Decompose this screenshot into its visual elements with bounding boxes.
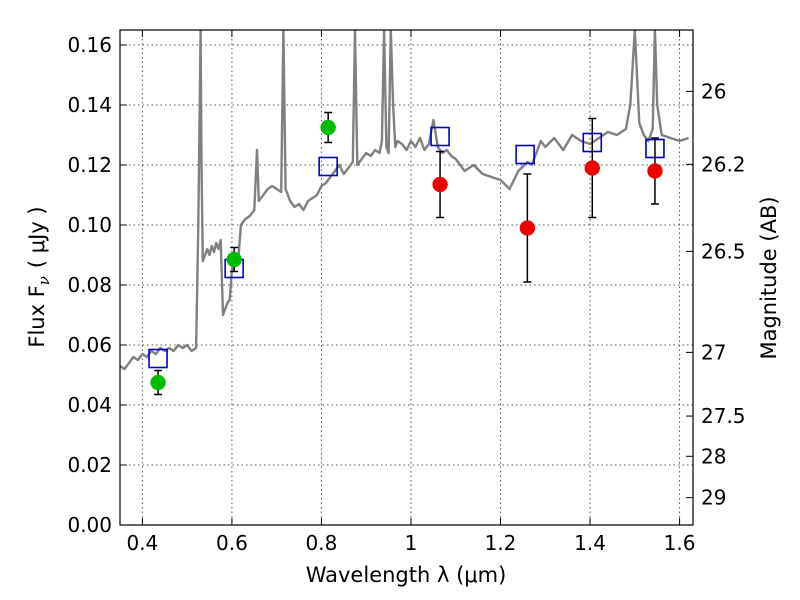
y2-tick-label: 27	[701, 340, 726, 364]
y-tick-label: 0.04	[67, 393, 112, 417]
x-tick-label: 1.6	[664, 531, 696, 555]
detection-point	[647, 163, 663, 179]
y2-tick-label: 26.2	[701, 152, 746, 176]
y-axis-label: Flux Fν ( μJy )	[25, 206, 53, 347]
x-tick-label: 0.6	[216, 531, 248, 555]
spectrum-line	[120, 30, 689, 371]
x-tick-label: 0.4	[126, 531, 158, 555]
y2-tick-label: 27.5	[701, 404, 746, 428]
y2-axis-label: Magnitude (AB)	[757, 196, 781, 359]
plot-frame	[119, 29, 694, 526]
bandpass-square	[148, 348, 168, 369]
y2-tick-label: 26.5	[701, 239, 746, 263]
spectrum-series	[120, 30, 689, 371]
grid	[120, 30, 693, 526]
detection-point	[320, 119, 336, 136]
x-tick-label: 1	[405, 531, 418, 555]
x-axis-ticks: 0.4 0.6 0.8 1 1.2 1.4 1.6	[126, 30, 695, 555]
detection-point	[226, 251, 242, 268]
data-markers	[148, 111, 665, 396]
bandpass-square	[430, 126, 450, 147]
y2-tick-label: 28	[701, 444, 726, 468]
y-tick-label: 0.14	[67, 93, 112, 117]
bandpass-square	[515, 144, 535, 165]
y-tick-label: 0.02	[67, 453, 112, 477]
y-axis-label-subscript: ν	[35, 276, 53, 285]
y-tick-label: 0.16	[67, 33, 112, 57]
y2-axis-ticks: 26 26.2 26.5 27 27.5 28 29	[686, 79, 746, 510]
y-axis-ticks: 0.00 0.02 0.04 0.06 0.08 0.10 0.12 0.14 0.16	[67, 33, 127, 537]
y-tick-label: 0.00	[67, 513, 112, 537]
detection-point	[519, 220, 536, 236]
y-tick-label: 0.08	[67, 273, 112, 297]
y-tick-label: 0.10	[67, 213, 112, 237]
x-tick-label: 1.2	[485, 531, 517, 555]
detection-point	[584, 160, 601, 176]
y2-tick-label: 26	[701, 79, 726, 103]
detection-point	[150, 374, 166, 391]
y-tick-label: 0.12	[67, 153, 112, 177]
detection-point	[432, 176, 448, 193]
y-tick-label: 0.06	[67, 333, 112, 357]
x-tick-label: 0.8	[306, 531, 338, 555]
y-axis-label-unit: ( μJy )	[25, 206, 49, 268]
y-axis-label-text: Flux F	[25, 285, 49, 347]
x-axis-label: Wavelength λ (μm)	[306, 563, 507, 587]
bandpass-square	[318, 156, 338, 177]
x-tick-label: 1.4	[574, 531, 606, 555]
y2-tick-label: 29	[701, 486, 726, 510]
